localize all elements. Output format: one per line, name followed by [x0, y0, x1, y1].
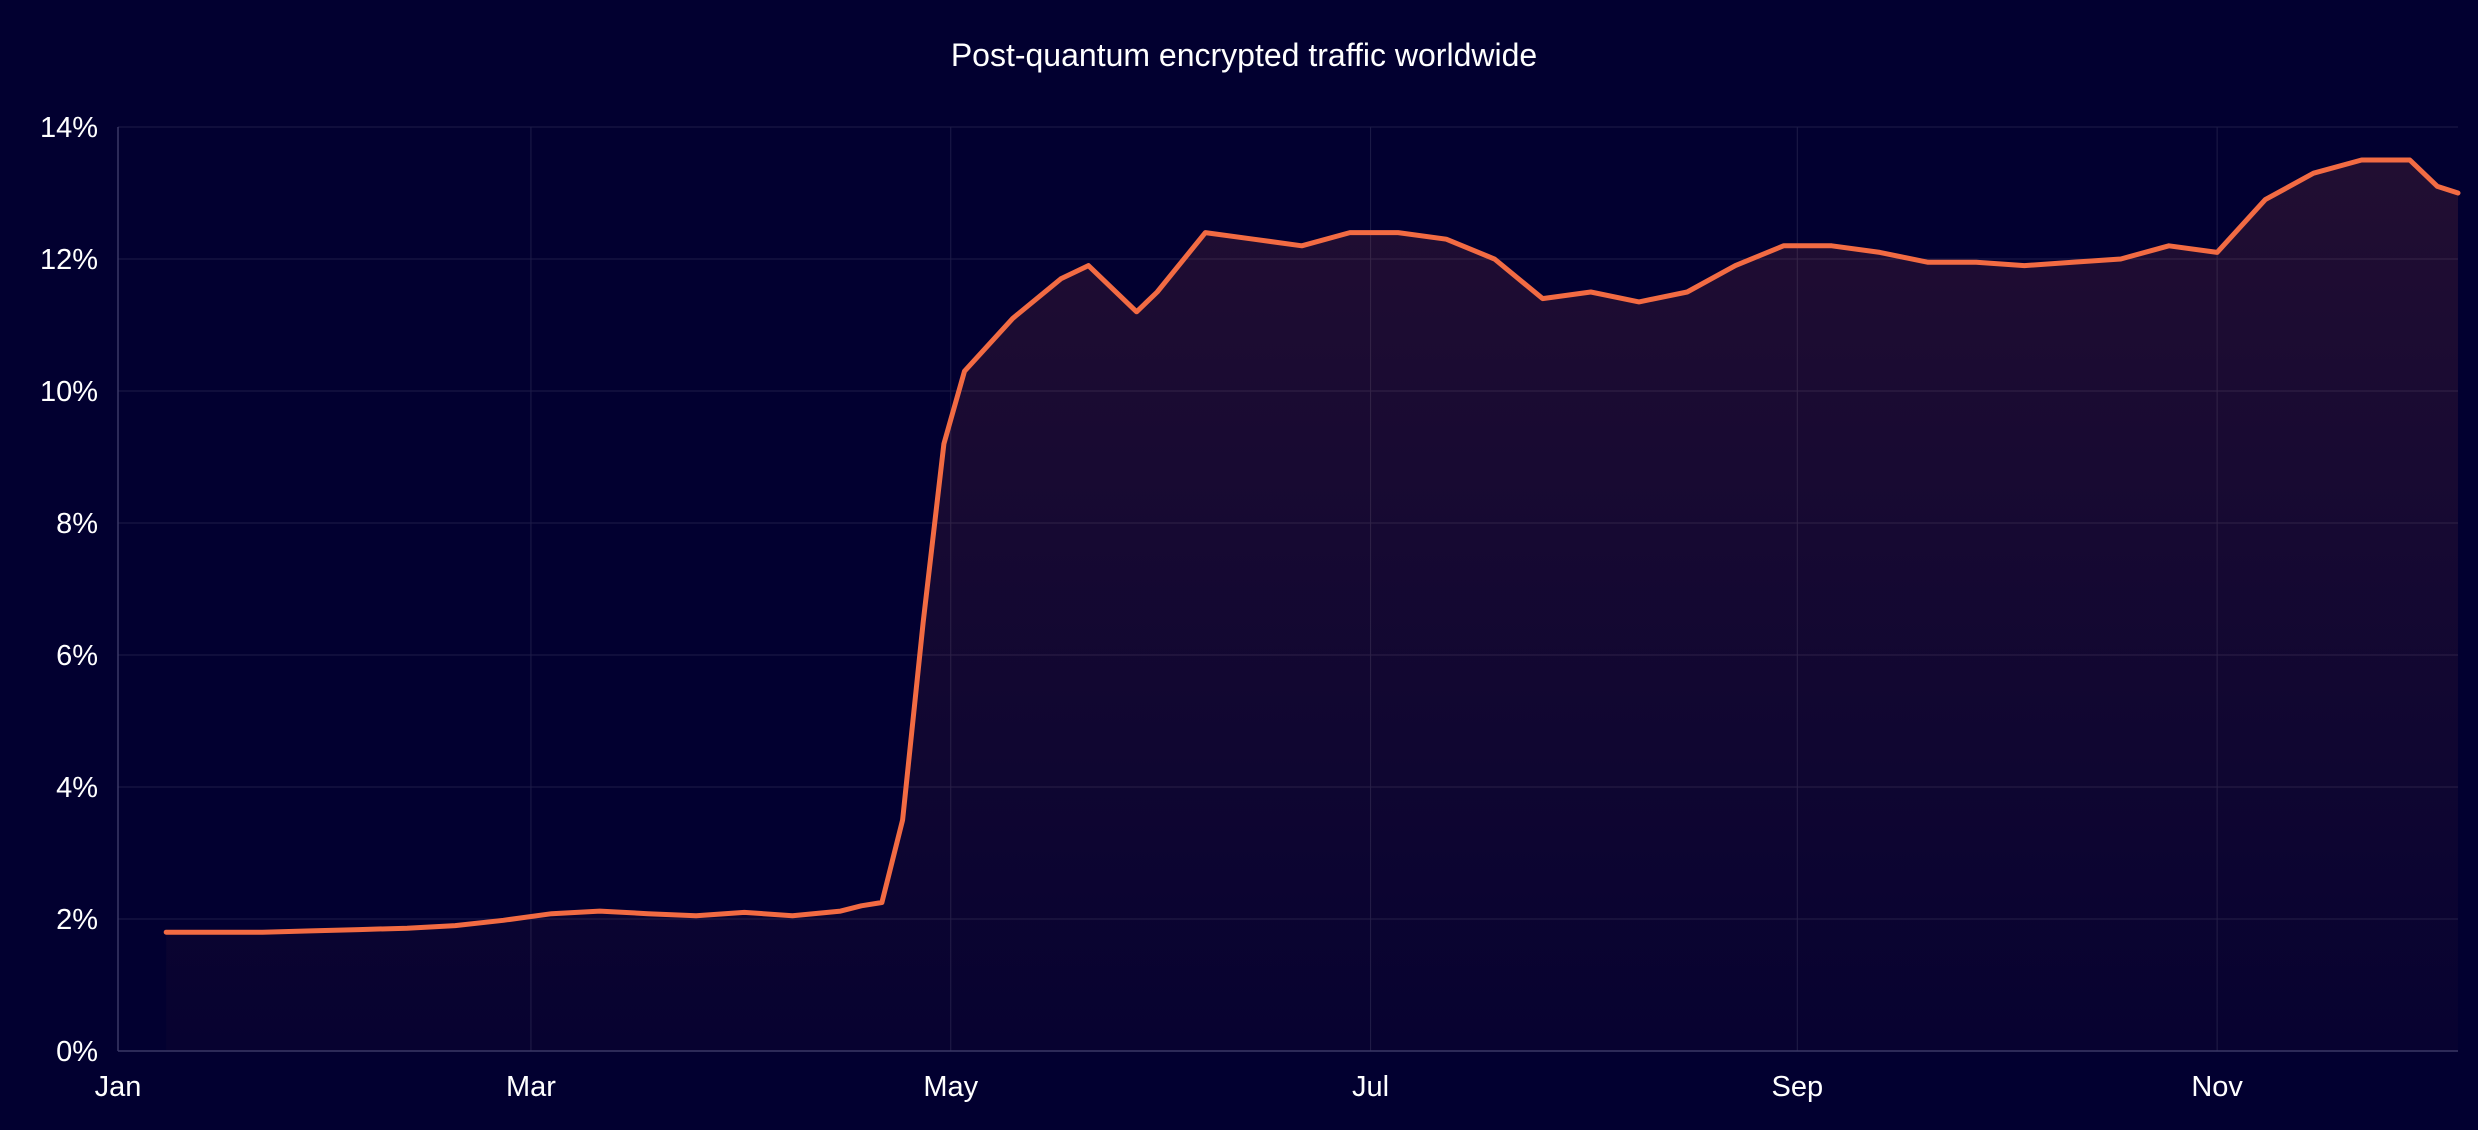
- series-line: [163, 157, 2461, 935]
- y-tick-label: 2%: [56, 904, 98, 936]
- x-tick-label: Nov: [2191, 1071, 2243, 1103]
- series-area: [166, 160, 2459, 1051]
- y-tick-label: 12%: [40, 244, 98, 276]
- x-tick-label: May: [923, 1071, 978, 1103]
- y-tick-label: 10%: [40, 376, 98, 408]
- line-layer: [163, 157, 2461, 935]
- chart-title: Post-quantum encrypted traffic worldwide: [951, 37, 1537, 73]
- x-tick-label: Jan: [95, 1071, 142, 1103]
- x-tick-label: Mar: [506, 1071, 556, 1103]
- y-tick-label: 14%: [40, 112, 98, 144]
- y-tick-label: 8%: [56, 508, 98, 540]
- y-tick-label: 4%: [56, 772, 98, 804]
- y-tick-label: 0%: [56, 1036, 98, 1068]
- x-tick-label: Jul: [1352, 1071, 1389, 1103]
- x-tick-label: Sep: [1771, 1071, 1823, 1103]
- axes: 0% 2% 4% 6% 8% 10% 12% 14% Jan Mar May Jul Sep Nov: [40, 112, 2458, 1103]
- y-tick-label: 6%: [56, 640, 98, 672]
- area-layer: [166, 160, 2459, 1051]
